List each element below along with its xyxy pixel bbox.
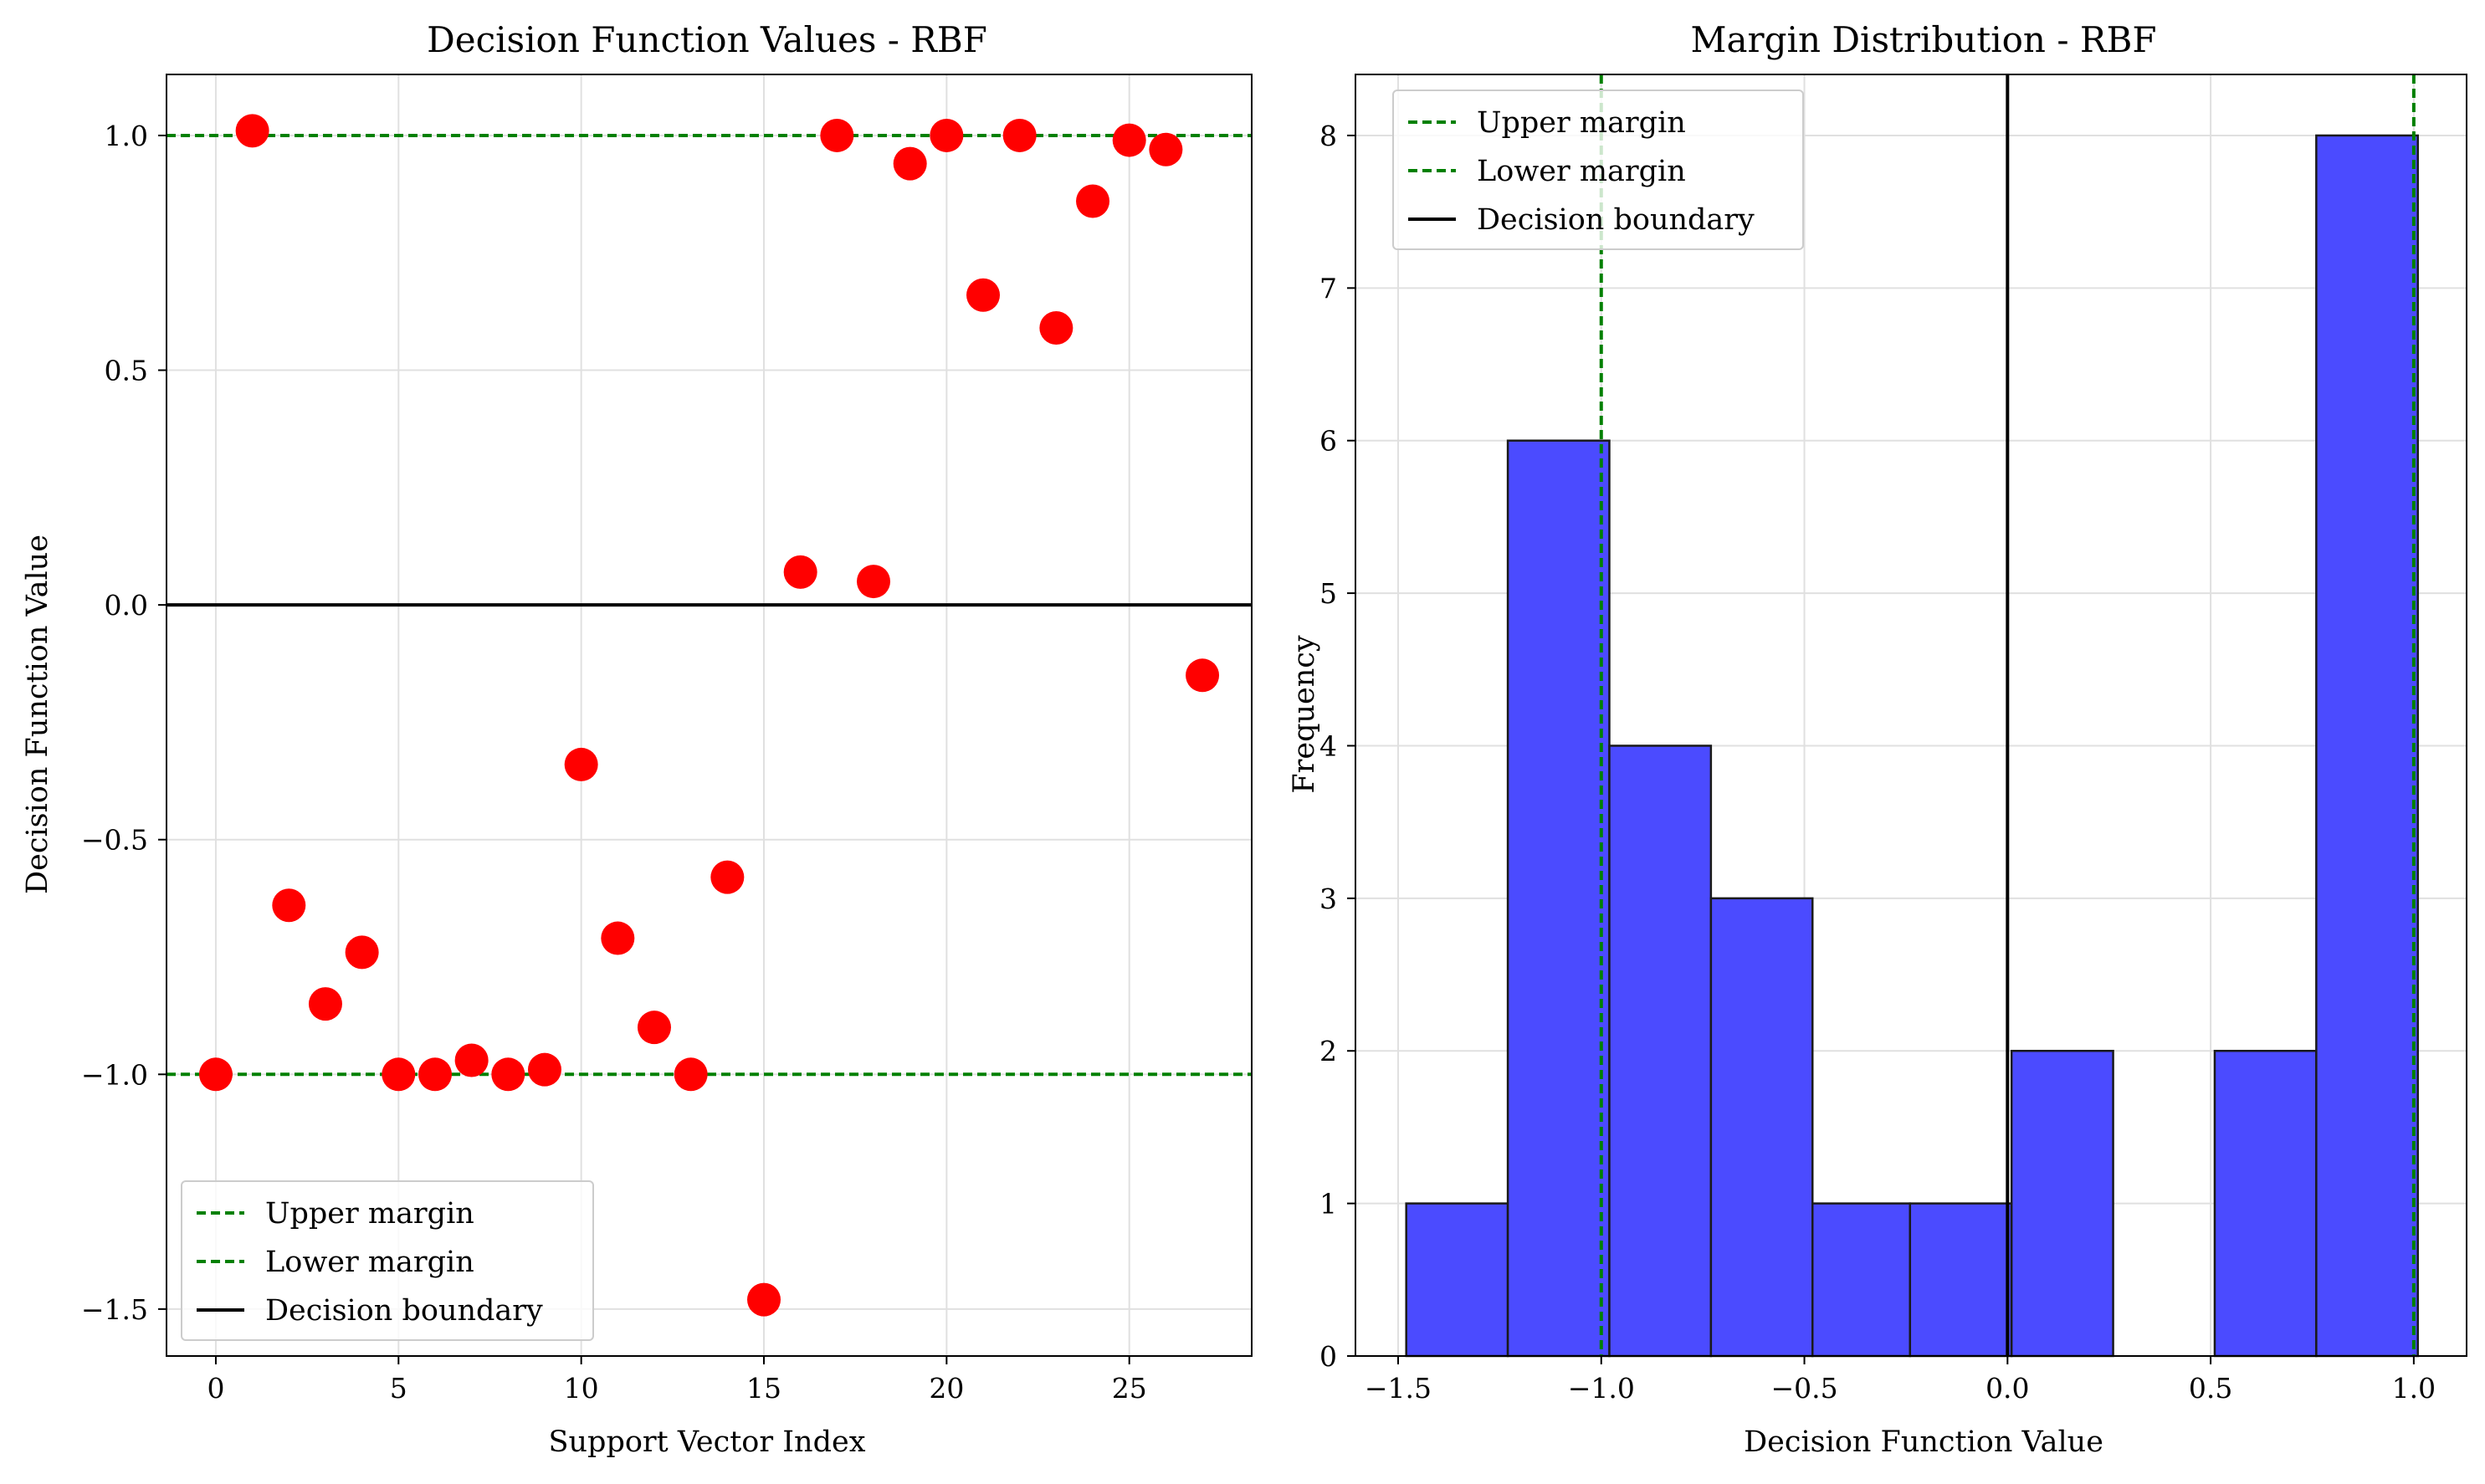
scatter-point: [820, 118, 854, 152]
histogram-legend: Upper margin Lower margin Decision boundar…: [1392, 90, 1804, 250]
histogram-bar: [2315, 134, 2419, 1358]
scatter-point: [382, 1057, 416, 1092]
scatter-x-tick-label: 5: [390, 1372, 407, 1405]
scatter-chart: Decision Function Values - RBF Support V…: [21, 19, 1253, 1459]
scatter-y-tick-label: −0.5: [81, 824, 148, 857]
scatter-point: [527, 1052, 561, 1087]
scatter-gridlines: [167, 74, 1252, 1356]
scatter-y-tick-label: 1.0: [105, 120, 148, 152]
histogram-chart: Margin Distribution - RBF Decision Funct…: [1288, 19, 2467, 1459]
scatter-point: [454, 1043, 489, 1077]
scatter-point: [601, 921, 635, 955]
scatter-y-tick-label: 0.0: [105, 589, 148, 622]
histogram-x-tick-label: −1.0: [1568, 1372, 1635, 1405]
legend-entry-2: Decision boundary: [1477, 203, 1755, 237]
scatter-point: [272, 888, 306, 923]
scatter-point: [564, 747, 598, 781]
histogram-bar: [1709, 897, 1814, 1358]
scatter-x-tick-label: 10: [564, 1372, 599, 1405]
scatter-point: [930, 118, 964, 152]
scatter-point: [308, 987, 342, 1021]
histogram-y-tick-label: 4: [1319, 729, 1337, 762]
scatter-point: [491, 1057, 525, 1092]
scatter-point: [710, 860, 745, 894]
scatter-point: [747, 1282, 781, 1317]
histogram-bar: [1811, 1202, 1912, 1358]
histogram-x-tick-label: −0.5: [1770, 1372, 1837, 1405]
scatter-point: [198, 1057, 233, 1092]
histogram-bar: [2213, 1049, 2318, 1358]
scatter-plot-frame: [166, 74, 1253, 1357]
histogram-y-tick-label: 8: [1319, 120, 1337, 152]
scatter-reference-lines: [167, 133, 1252, 1077]
scatter-point: [1002, 118, 1037, 152]
scatter-chart-title: Decision Function Values - RBF: [427, 19, 987, 60]
scatter-x-tick-label: 20: [929, 1372, 964, 1405]
histogram-reference-lines: [1599, 74, 2416, 1356]
scatter-point: [783, 555, 817, 589]
scatter-point: [1112, 123, 1146, 157]
histogram-y-tick-label: 6: [1319, 425, 1337, 458]
scatter-point: [418, 1057, 452, 1092]
scatter-point: [966, 278, 1001, 312]
scatter-point: [674, 1057, 708, 1092]
histogram-y-tick-label: 7: [1319, 272, 1337, 304]
scatter-point: [345, 935, 379, 970]
histogram-y-tick-label: 2: [1319, 1035, 1337, 1067]
legend-entry-1: Lower margin: [265, 1246, 474, 1279]
histogram-chart-title: Margin Distribution - RBF: [1691, 19, 2157, 60]
legend-entry-2: Decision boundary: [265, 1294, 543, 1328]
scatter-point: [893, 146, 927, 181]
scatter-x-tick-label: 15: [746, 1372, 781, 1405]
histogram-bar: [1608, 745, 1713, 1358]
histogram-x-tick-label: −1.5: [1365, 1372, 1432, 1405]
histogram-y-tick-label: 3: [1319, 883, 1337, 915]
scatter-x-tick-label: 0: [207, 1372, 224, 1405]
histogram-plot-frame: [1355, 74, 2467, 1357]
histogram-y-tick-label: 1: [1319, 1188, 1337, 1220]
scatter-y-tick-label: −1.0: [81, 1058, 148, 1091]
scatter-point: [1149, 132, 1183, 166]
scatter-points: [198, 114, 1220, 1317]
legend-entry-0: Upper margin: [265, 1197, 474, 1231]
histogram-x-axis-label: Decision Function Value: [1744, 1425, 2103, 1459]
histogram-bar: [1909, 1202, 2013, 1358]
scatter-x-axis-label: Support Vector Index: [549, 1425, 866, 1459]
histogram-y-axis-label: Frequency: [1288, 635, 1321, 794]
legend-entry-1: Lower margin: [1477, 155, 1686, 188]
scatter-y-tick-label: 0.5: [105, 355, 148, 387]
histogram-bar: [2010, 1049, 2114, 1358]
legend-entry-0: Upper margin: [1477, 106, 1686, 140]
legend-box: [1392, 90, 1804, 250]
histogram-x-tick-label: 1.0: [2392, 1372, 2436, 1405]
scatter-legend: Upper margin Lower margin Decision boundar…: [181, 1180, 594, 1341]
histogram-x-tick-label: 0.5: [2189, 1372, 2232, 1405]
histogram-bar: [1405, 1202, 1509, 1358]
scatter-point: [1039, 311, 1073, 345]
scatter-point: [1186, 658, 1220, 693]
histogram-y-tick-label: 0: [1319, 1340, 1337, 1373]
scatter-y-axis-label: Decision Function Value: [21, 535, 54, 894]
histogram-axis-ticks: −1.5 −1.0 −0.5 0.0 0.5 1.0 0 1 2 3 4 5 6 7 8: [1319, 120, 2436, 1405]
histogram-bar: [1506, 439, 1611, 1358]
histogram-y-tick-label: 5: [1319, 577, 1337, 610]
scatter-x-tick-label: 25: [1112, 1372, 1147, 1405]
scatter-point: [1076, 184, 1110, 218]
scatter-point: [857, 565, 891, 599]
histogram-x-tick-label: 0.0: [1985, 1372, 2029, 1405]
scatter-point: [235, 114, 269, 148]
scatter-y-tick-label: −1.5: [81, 1293, 148, 1326]
legend-box: [181, 1180, 594, 1341]
scatter-point: [637, 1011, 671, 1045]
scatter-axis-ticks: 0 5 10 15 20 25 −1.5 −1.0 −0.5 0.0 0.5 1.0: [81, 120, 1147, 1405]
histogram-bars: [1405, 134, 2419, 1358]
